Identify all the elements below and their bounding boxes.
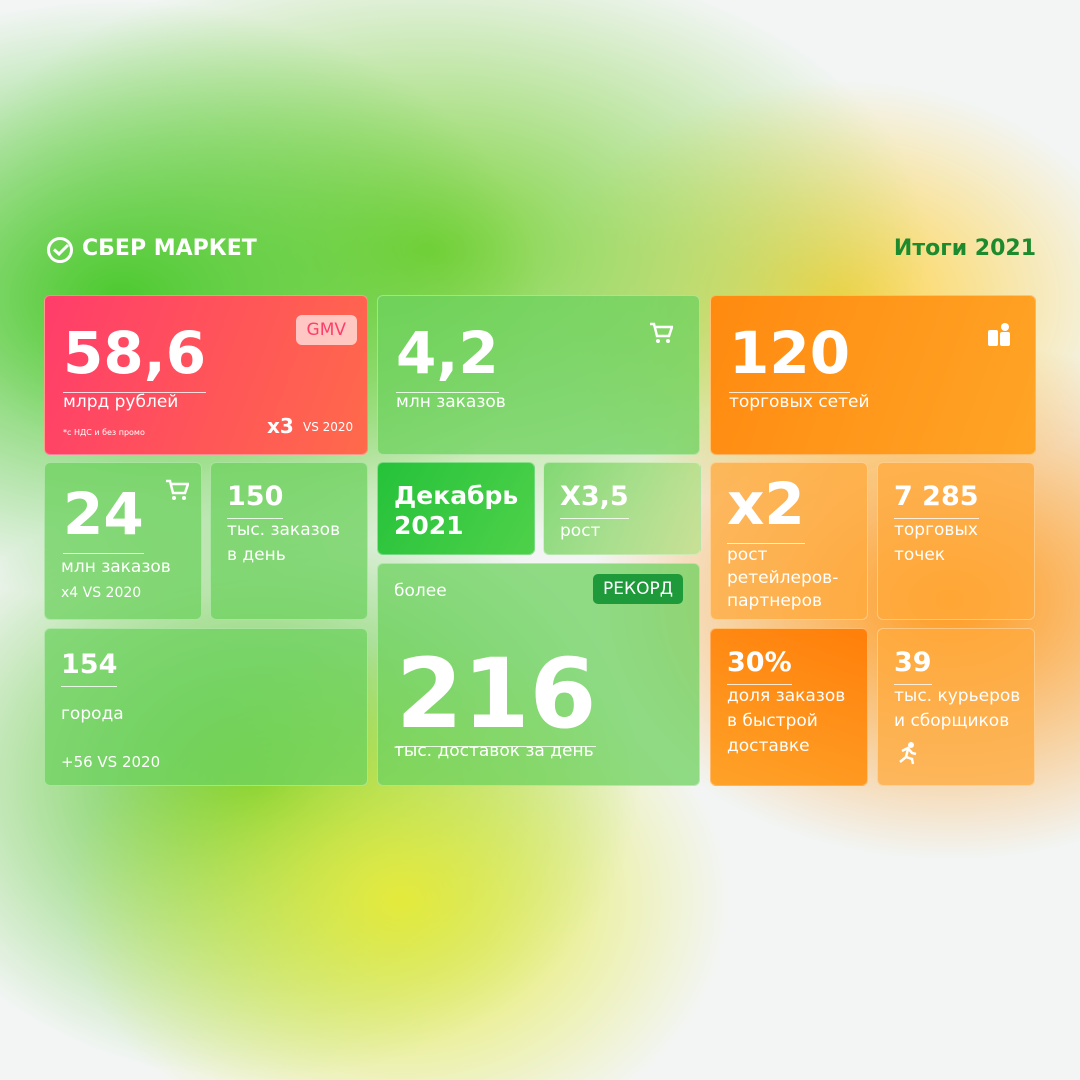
card-chains: 120 торговых сетей — [710, 295, 1036, 455]
label: города — [61, 704, 124, 724]
label: рост — [727, 545, 768, 565]
value: 2021 — [394, 511, 464, 540]
label: рост — [560, 521, 601, 541]
card-fast: 30% доля заказов в быстрой доставке — [710, 628, 868, 786]
label: в день — [227, 545, 286, 565]
value: Декабрь — [394, 481, 519, 510]
label: точек — [894, 545, 946, 565]
card-december: Декабрь 2021 — [377, 462, 535, 555]
card-orders: 4,2 млн заказов — [377, 295, 700, 455]
card-record: более РЕКОРД 216 тыс. доставок за день — [377, 563, 700, 786]
cart-icon — [166, 479, 189, 500]
label: тыс. доставок за день — [394, 741, 594, 761]
value: 150 — [227, 483, 284, 519]
brand: СБЕР МАРКЕТ — [82, 236, 257, 261]
value: 24 — [63, 485, 144, 554]
card-growth: X3,5 рост — [543, 462, 701, 555]
goods-icon — [988, 323, 1010, 346]
cart-icon — [650, 322, 673, 343]
runner-icon — [899, 742, 917, 765]
value: 58,6 — [63, 324, 207, 393]
label: партнеров — [727, 591, 823, 611]
label: торговых сетей — [729, 392, 870, 412]
label: млрд рублей — [63, 392, 179, 412]
label: млн заказов — [61, 557, 171, 577]
label: ретейлеров- — [727, 568, 839, 588]
note: *с НДС и без промо — [63, 428, 145, 437]
value: x2 — [727, 475, 805, 544]
value: 4,2 — [396, 324, 499, 393]
label: в быстрой — [727, 711, 818, 731]
label: тыс. заказов — [227, 520, 341, 540]
label: млн заказов — [396, 392, 506, 412]
card-150: 150 тыс. заказов в день — [210, 462, 368, 620]
label: доставке — [727, 736, 810, 756]
badge: GMV — [295, 315, 357, 345]
card-partners: x2 рост ретейлеров- партнеров — [710, 462, 868, 620]
compare: +56 VS 2020 — [61, 753, 161, 771]
badge: РЕКОРД — [593, 574, 683, 604]
compare: x4 VS 2020 — [61, 585, 142, 601]
card-points: 7 285 торговых точек — [877, 462, 1035, 620]
value: 154 — [61, 651, 118, 687]
value: 39 — [894, 649, 932, 685]
value: X3,5 — [560, 483, 629, 519]
compare: VS 2020 — [303, 420, 354, 434]
card-cities: 154 города +56 VS 2020 — [44, 628, 368, 786]
value: 120 — [729, 324, 851, 393]
prefix: более — [394, 581, 447, 601]
card-gmv: 58,6 GMV млрд рублей *с НДС и без промо … — [44, 295, 368, 455]
card-couriers: 39 тыс. курьеров и сборщиков — [877, 628, 1035, 786]
value: 7 285 — [894, 483, 979, 519]
card-24: 24 млн заказов x4 VS 2020 — [44, 462, 202, 620]
value: 30% — [727, 649, 792, 685]
title: Итоги 2021 — [893, 236, 1036, 261]
label: торговых — [894, 520, 978, 540]
label: тыс. курьеров — [894, 686, 1021, 706]
multiplier: x3 — [267, 414, 294, 438]
logo-icon — [47, 237, 73, 263]
value: 216 — [396, 638, 597, 750]
label: и сборщиков — [894, 711, 1010, 731]
label: доля заказов — [727, 686, 846, 706]
